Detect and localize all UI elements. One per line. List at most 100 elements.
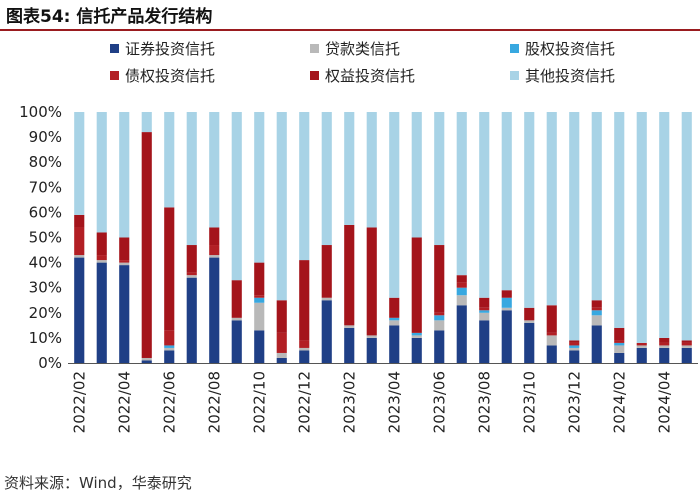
legend-item-equity_stake: 股权投资信托 [510, 38, 670, 59]
x-tick-label: 2023/02 [340, 371, 358, 433]
bar-segment-securities [636, 347, 647, 363]
bar-segment-rights [186, 245, 197, 273]
legend-label: 贷款类信托 [325, 40, 401, 58]
bar-segment-securities [546, 345, 557, 363]
bar-segment-debt [254, 295, 265, 298]
bar-segment-equity_stake [479, 310, 490, 313]
x-tick-label: 2022/06 [160, 371, 178, 433]
bar-segment-rights [74, 214, 85, 228]
bar-segment-securities [681, 347, 692, 363]
bar-stack [659, 112, 670, 363]
bar-stack [141, 112, 152, 363]
bar-segment-rights [659, 337, 670, 343]
bar-segment-other [681, 112, 692, 341]
bar-stack [411, 112, 422, 363]
bar-segment-debt [456, 282, 467, 288]
y-tick-label: 60% [29, 203, 62, 221]
bar-segment-securities [569, 350, 580, 363]
bar-segment-loan [569, 347, 580, 351]
bar-segment-debt [209, 245, 220, 256]
bar-stack [456, 112, 467, 363]
bar-stack [434, 112, 445, 363]
bar-stack [119, 112, 130, 363]
bar-segment-other [389, 112, 400, 298]
bar-stack [276, 112, 287, 363]
y-tick-label: 50% [29, 229, 62, 247]
bar-segment-securities [456, 305, 467, 363]
bar-segment-loan [479, 312, 490, 321]
bar-segment-equity_stake [411, 332, 422, 336]
bar-segment-rights [591, 300, 602, 308]
bar-segment-securities [501, 310, 512, 363]
bar-stack [299, 112, 310, 363]
bar-segment-debt [546, 332, 557, 336]
bar-segment-equity_stake [569, 345, 580, 348]
bar-segment-other [479, 112, 490, 298]
bar-segment-debt [636, 342, 647, 346]
bar-segment-loan [231, 317, 242, 321]
x-tick-label: 2023/12 [565, 371, 583, 433]
bar-segment-securities [141, 360, 152, 363]
bar-segment-other [501, 112, 512, 291]
bar-segment-loan [299, 347, 310, 351]
bar-segment-securities [614, 352, 625, 363]
bar-segment-rights [164, 207, 175, 331]
bar-segment-rights [299, 260, 310, 341]
bar-segment-debt [276, 332, 287, 353]
y-tick-label: 0% [38, 354, 62, 372]
bar-segment-rights [389, 297, 400, 318]
bar-segment-rights [456, 275, 467, 283]
x-tick-label: 2023/06 [430, 371, 448, 433]
bar-segment-loan [366, 335, 377, 338]
bar-segment-other [569, 112, 580, 341]
bar-stack [636, 112, 647, 363]
bar-segment-loan [276, 352, 287, 358]
bar-segment-equity_stake [164, 345, 175, 348]
legend-label: 其他投资信托 [525, 67, 616, 85]
bar-segment-securities [366, 337, 377, 363]
bar-segment-rights [141, 132, 152, 358]
legend-swatch-rights [310, 71, 319, 80]
bar-segment-securities [209, 257, 220, 363]
bar-segment-rights [96, 232, 107, 256]
x-tick-label: 2022/10 [250, 371, 268, 433]
bar-segment-debt [681, 342, 692, 346]
bar-segment-debt [74, 227, 85, 256]
legend-swatch-loan [310, 44, 319, 53]
bar-segment-equity_stake [591, 310, 602, 316]
bar-segment-other [636, 112, 647, 343]
bar-segment-loan [501, 307, 512, 311]
x-tick-label: 2022/12 [295, 371, 313, 433]
bar-segment-loan [389, 320, 400, 326]
bar-segment-other [299, 112, 310, 261]
bar-segment-debt [119, 260, 130, 263]
bar-segment-securities [164, 350, 175, 363]
bar-stack [569, 112, 580, 363]
bar-stack [546, 112, 557, 363]
bar-segment-securities [659, 347, 670, 363]
bar-segment-rights [614, 327, 625, 341]
bar-stack [164, 112, 175, 363]
bar-segment-securities [254, 330, 265, 363]
bar-segment-securities [321, 300, 332, 363]
title-rule [0, 29, 700, 31]
bar-segment-other [546, 112, 557, 306]
bar-segment-securities [186, 277, 197, 363]
bar-segment-securities [479, 320, 490, 363]
bar-stack [96, 112, 107, 363]
bar-segment-securities [344, 327, 355, 363]
bar-segment-equity_stake [434, 315, 445, 321]
bar-segment-loan [209, 255, 220, 258]
bar-segment-loan [186, 275, 197, 278]
bar-segment-loan [659, 345, 670, 348]
bar-stack [681, 112, 692, 363]
legend-swatch-securities [110, 44, 119, 53]
bar-segment-debt [434, 312, 445, 316]
bar-segment-rights [254, 262, 265, 296]
bar-stack [591, 112, 602, 363]
bar-segment-other [411, 112, 422, 238]
bar-segment-securities [591, 325, 602, 363]
bar-segment-debt [299, 340, 310, 348]
bar-segment-loan [74, 255, 85, 258]
